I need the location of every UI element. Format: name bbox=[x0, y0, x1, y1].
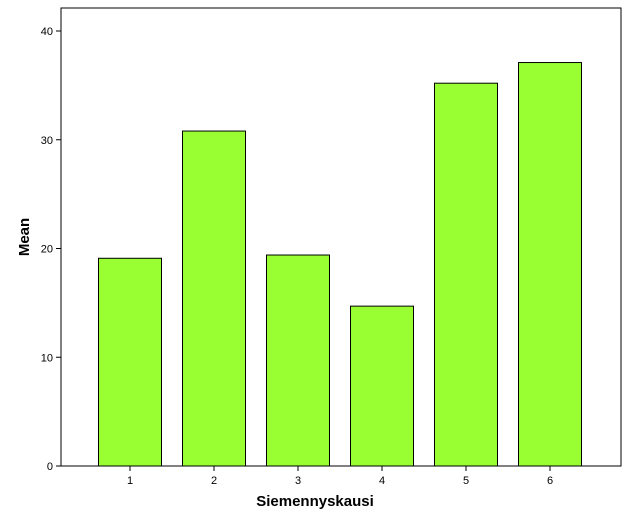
bar bbox=[518, 62, 582, 467]
bar bbox=[434, 82, 498, 467]
x-tick-label: 4 bbox=[379, 475, 385, 487]
bar bbox=[98, 257, 162, 467]
y-tick-label: 20 bbox=[41, 244, 53, 256]
bar bbox=[182, 130, 246, 467]
x-tick-label: 6 bbox=[547, 475, 553, 487]
x-tick-label: 1 bbox=[127, 475, 133, 487]
y-tick-label: 40 bbox=[41, 26, 53, 38]
x-tick-label: 3 bbox=[295, 475, 301, 487]
bars-group bbox=[98, 62, 582, 467]
x-tick-label: 2 bbox=[211, 475, 217, 487]
y-tick-label: 10 bbox=[41, 352, 53, 364]
x-axis: 1 2 3 4 5 6 bbox=[61, 465, 621, 487]
bar bbox=[350, 305, 414, 467]
x-axis-title: Siemennyskausi bbox=[256, 493, 374, 510]
y-axis: 0 10 20 30 40 bbox=[41, 8, 62, 473]
bar bbox=[266, 254, 330, 467]
y-axis-title: Mean bbox=[16, 218, 33, 256]
x-tick-label: 5 bbox=[463, 475, 469, 487]
y-tick-label: 0 bbox=[47, 461, 53, 473]
y-tick-label: 30 bbox=[41, 135, 53, 147]
